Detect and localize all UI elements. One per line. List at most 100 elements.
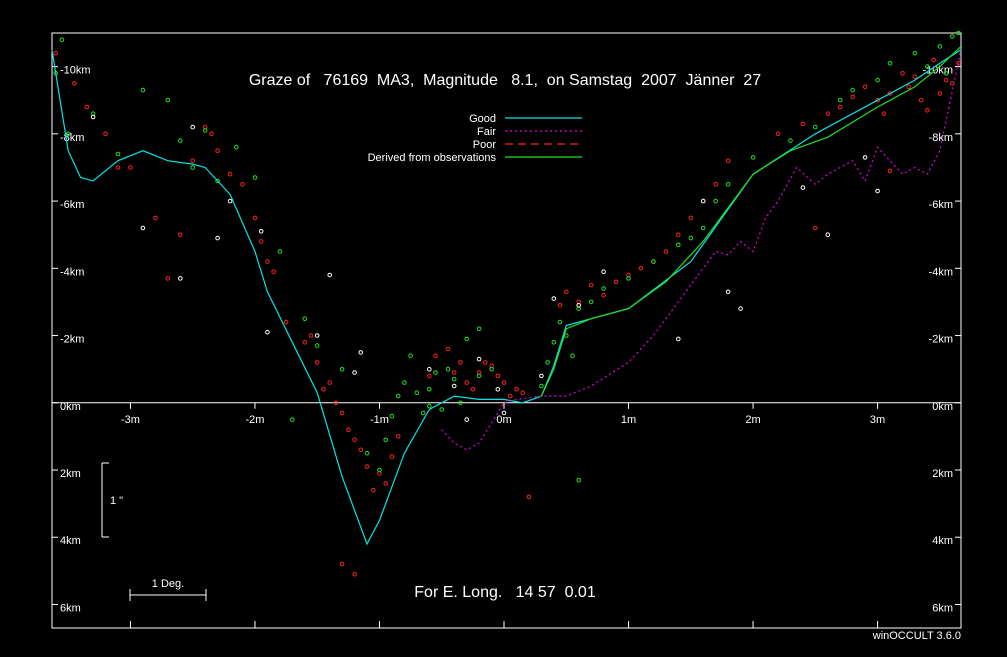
observation-point-green [588,299,594,305]
observation-point-green [713,198,719,204]
x-tick-label: -3m [121,414,140,426]
observation-point-white [800,185,806,190]
observation-point-white [358,350,364,355]
observation-point-white [539,373,544,379]
observation-point-green [427,403,432,409]
y-tick-label-left: 0km [60,401,81,413]
y-tick-label-right: 4km [932,535,953,547]
observation-point-white [178,276,183,281]
x-tick-label: 2m [745,414,760,426]
observation-point-white [676,336,681,342]
observation-point-green [252,175,258,180]
observation-point-red [943,77,949,83]
observation-point-red [339,561,345,567]
observation-point-red [327,380,333,385]
observation-point-green [427,387,432,392]
software-credit: winOCCULT 3.6.0 [872,630,961,642]
observation-point-red [215,148,220,153]
observation-point-red [470,387,476,392]
observation-point-red [209,131,214,137]
observation-point-green [539,383,544,389]
observation-point-green [115,151,121,157]
observation-point-green [215,178,220,184]
observation-point-red [252,215,258,221]
observation-point-green [140,87,146,93]
observation-point-red [937,91,943,96]
observation-point-white [601,269,606,275]
observation-point-green [476,326,482,332]
observation-point-green [414,390,420,396]
observation-point-green [551,340,557,345]
observation-point-red [103,131,108,137]
observation-point-green [943,71,949,76]
observation-point-red [433,353,438,359]
observation-point-red [800,121,806,127]
observation-point-red [906,84,912,90]
observation-point-red [725,158,731,163]
observation-point-red [321,387,326,392]
x-tick-label: -2m [245,414,264,426]
observation-point-green [464,336,470,342]
observation-point-green [439,407,445,412]
observation-point-red [507,393,513,399]
observation-point-green [458,400,463,406]
observation-point-red [314,360,320,365]
observation-point-green [383,437,389,443]
observation-point-red [72,81,77,86]
observation-point-green [302,316,308,322]
y-tick-label-right: -2km [929,334,953,346]
scale-bars: 1 " 1 Deg. [101,462,207,601]
series-line-good [51,49,962,546]
observation-point-red [501,380,507,385]
legend-label: Fair [477,126,496,138]
observation-point-red [601,292,606,298]
observation-point-red [850,94,856,100]
observation-point-red [190,158,195,163]
observation-point-red [557,303,563,308]
observation-point-red [371,487,376,493]
observation-point-green [570,353,575,359]
observation-point-red [495,373,501,379]
observation-point-green [937,44,943,49]
observation-point-red [925,108,930,113]
observation-point-white [451,383,457,389]
observation-point-green [887,61,893,66]
x-tick-label: 3m [870,414,885,426]
chart-subtitle: For E. Long. 14 57 0.01 [414,584,596,601]
observation-point-green [576,477,582,483]
observation-point-green [813,124,818,130]
y-axis-ticks: -10km -10km -8km -8km -6km -6km -4km -4km -2km -2… [52,65,961,614]
y-tick-label-left: -10km [60,65,91,77]
observation-point-white [265,329,270,335]
observation-point-red [389,454,395,459]
y-tick-label-right: -6km [929,199,953,211]
observation-point-red [302,340,308,345]
observation-point-red [862,84,868,90]
legend-label: Derived from observations [368,152,497,164]
profile-lines [51,45,962,546]
observation-point-green [364,450,370,456]
y-tick-label-left: -8km [60,132,84,144]
y-tick-label-right: -10km [922,65,953,77]
observation-point-red [427,373,432,379]
observation-point-white [314,333,320,338]
y-tick-label-right: 2km [932,468,953,480]
y-tick-label-left: 6km [60,602,81,614]
observation-point-red [713,182,719,187]
observation-point-red [165,276,171,281]
observation-point-red [352,571,357,577]
observation-point-red [956,61,961,66]
observation-point-green [433,370,438,375]
observation-point-red [837,104,843,110]
observation-point-red [271,269,276,275]
observation-point-white [495,387,501,392]
observation-point-white [215,235,220,241]
observation-points [53,30,961,577]
observation-point-red [931,57,936,63]
observation-point-red [775,131,781,137]
observation-point-white [258,229,264,234]
observation-point-green [700,225,706,231]
observation-point-green [202,128,208,133]
